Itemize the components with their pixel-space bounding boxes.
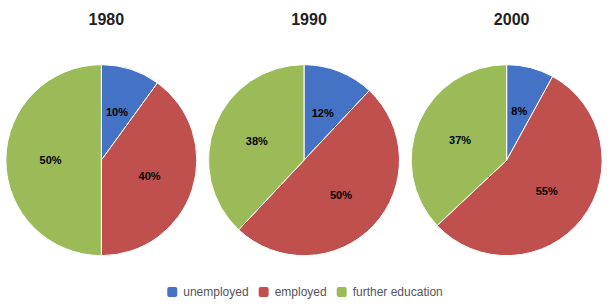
svg-text:employed: employed bbox=[275, 285, 327, 299]
svg-text:50%: 50% bbox=[330, 189, 352, 201]
svg-text:2000: 2000 bbox=[494, 11, 530, 28]
svg-text:12%: 12% bbox=[312, 107, 334, 119]
svg-text:37%: 37% bbox=[449, 134, 471, 146]
svg-text:55%: 55% bbox=[536, 185, 558, 197]
svg-text:40%: 40% bbox=[139, 170, 161, 182]
svg-text:unemployed: unemployed bbox=[183, 285, 248, 299]
svg-text:1980: 1980 bbox=[89, 11, 125, 28]
svg-text:further education: further education bbox=[353, 285, 443, 299]
svg-text:1990: 1990 bbox=[291, 11, 327, 28]
svg-text:10%: 10% bbox=[106, 106, 128, 118]
svg-text:8%: 8% bbox=[511, 105, 527, 117]
svg-text:38%: 38% bbox=[246, 135, 268, 147]
svg-text:50%: 50% bbox=[40, 154, 62, 166]
